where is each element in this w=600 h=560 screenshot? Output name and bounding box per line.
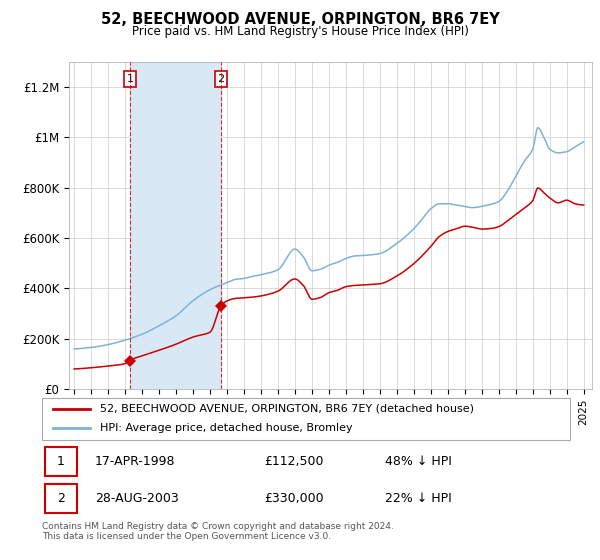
Text: Price paid vs. HM Land Registry's House Price Index (HPI): Price paid vs. HM Land Registry's House … <box>131 25 469 38</box>
Text: 1: 1 <box>127 74 133 84</box>
Text: 17-APR-1998: 17-APR-1998 <box>95 455 175 468</box>
Text: 28-AUG-2003: 28-AUG-2003 <box>95 492 179 505</box>
Text: £112,500: £112,500 <box>264 455 323 468</box>
Text: 52, BEECHWOOD AVENUE, ORPINGTON, BR6 7EY (detached house): 52, BEECHWOOD AVENUE, ORPINGTON, BR6 7EY… <box>100 404 474 414</box>
Text: Contains HM Land Registry data © Crown copyright and database right 2024.
This d: Contains HM Land Registry data © Crown c… <box>42 522 394 542</box>
Text: 48% ↓ HPI: 48% ↓ HPI <box>385 455 452 468</box>
Text: 1: 1 <box>57 455 65 468</box>
FancyBboxPatch shape <box>44 447 77 475</box>
Bar <box>130 62 221 389</box>
Text: HPI: Average price, detached house, Bromley: HPI: Average price, detached house, Brom… <box>100 423 353 433</box>
Text: £330,000: £330,000 <box>264 492 323 505</box>
FancyBboxPatch shape <box>44 484 77 513</box>
Text: 22% ↓ HPI: 22% ↓ HPI <box>385 492 452 505</box>
Text: 2: 2 <box>217 74 224 84</box>
Text: 2: 2 <box>57 492 65 505</box>
Text: 52, BEECHWOOD AVENUE, ORPINGTON, BR6 7EY: 52, BEECHWOOD AVENUE, ORPINGTON, BR6 7EY <box>101 12 499 27</box>
